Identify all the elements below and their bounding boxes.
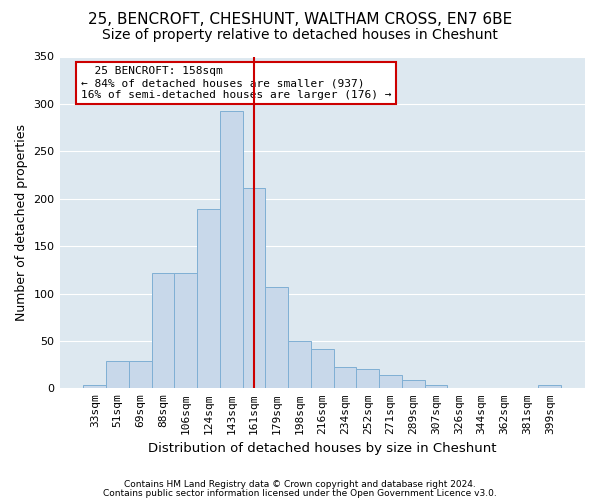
Bar — [334, 368, 356, 388]
Text: 25, BENCROFT, CHESHUNT, WALTHAM CROSS, EN7 6BE: 25, BENCROFT, CHESHUNT, WALTHAM CROSS, E… — [88, 12, 512, 28]
Text: Contains public sector information licensed under the Open Government Licence v3: Contains public sector information licen… — [103, 488, 497, 498]
Bar — [83, 384, 106, 388]
Bar — [311, 350, 334, 389]
Bar — [175, 272, 197, 388]
Bar — [288, 341, 311, 388]
Bar — [538, 386, 561, 388]
Bar — [265, 287, 288, 388]
Bar — [425, 386, 448, 388]
Bar — [106, 361, 129, 388]
Bar — [129, 361, 152, 388]
Bar — [220, 110, 242, 388]
X-axis label: Distribution of detached houses by size in Cheshunt: Distribution of detached houses by size … — [148, 442, 497, 455]
Text: 25 BENCROFT: 158sqm
← 84% of detached houses are smaller (937)
16% of semi-detac: 25 BENCROFT: 158sqm ← 84% of detached ho… — [80, 66, 391, 100]
Bar — [152, 272, 175, 388]
Y-axis label: Number of detached properties: Number of detached properties — [15, 124, 28, 321]
Text: Contains HM Land Registry data © Crown copyright and database right 2024.: Contains HM Land Registry data © Crown c… — [124, 480, 476, 489]
Bar — [356, 370, 379, 388]
Bar — [379, 375, 402, 388]
Bar — [197, 209, 220, 388]
Bar — [402, 380, 425, 388]
Bar — [242, 188, 265, 388]
Text: Size of property relative to detached houses in Cheshunt: Size of property relative to detached ho… — [102, 28, 498, 42]
